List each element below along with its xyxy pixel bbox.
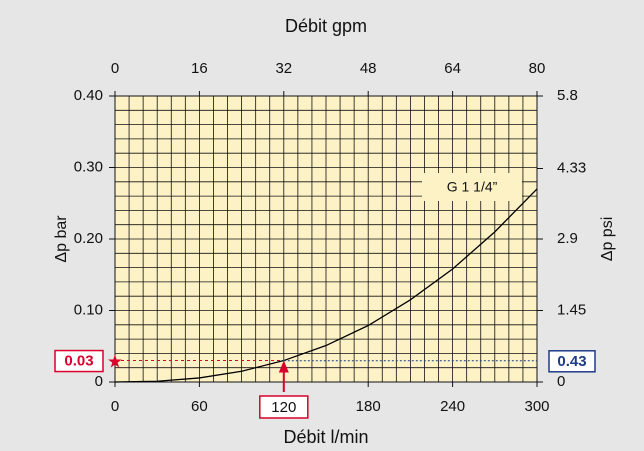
y2-tick-label: 5.8 xyxy=(557,87,578,104)
series-line xyxy=(114,188,538,383)
x2-tick-label: 80 xyxy=(529,60,546,77)
reading-y2-label: 0.43 xyxy=(557,353,586,370)
y-axis-title: Δp bar xyxy=(53,215,70,263)
reading-star: ★ xyxy=(107,351,123,371)
y2-axis-title: Δp psi xyxy=(599,217,616,261)
y-tick-label: 0 xyxy=(95,373,103,390)
x2-axis-title: Débit gpm xyxy=(285,16,367,36)
minor-grid xyxy=(115,96,537,382)
x2-tick-label: 16 xyxy=(191,60,208,77)
y2-tick-label: 0 xyxy=(557,373,565,390)
x-tick-label: 300 xyxy=(524,398,549,415)
x-tick-label: 60 xyxy=(191,398,208,415)
x-tick-label: 180 xyxy=(356,398,381,415)
reading-x-label: 120 xyxy=(271,399,296,416)
y2-tick-label: 4.33 xyxy=(557,159,586,176)
reading-box xyxy=(548,350,596,373)
y-tick-label: 0.30 xyxy=(74,158,103,175)
x2-tick-label: 48 xyxy=(360,60,377,77)
arrow-head xyxy=(278,360,289,373)
x-tick-label: 0 xyxy=(111,398,119,415)
y-tick-label: 0.20 xyxy=(74,230,103,247)
x-axis-title: Débit l/min xyxy=(283,427,368,447)
reading-box xyxy=(54,349,104,373)
reading-box xyxy=(259,395,309,419)
x2-tick-label: 0 xyxy=(111,60,119,77)
x2-tick-label: 32 xyxy=(275,60,292,77)
legend-label: G 1 1/4” xyxy=(447,179,498,195)
y-tick-label: 0.40 xyxy=(74,87,103,104)
reading-y-label: 0.03 xyxy=(64,353,93,370)
legend-box xyxy=(422,173,522,201)
y2-tick-label: 1.45 xyxy=(557,301,586,318)
y-tick-label: 0.10 xyxy=(74,301,103,318)
y2-tick-label: 2.9 xyxy=(557,230,578,247)
x-tick-label: 240 xyxy=(440,398,465,415)
x2-tick-label: 64 xyxy=(444,60,461,77)
